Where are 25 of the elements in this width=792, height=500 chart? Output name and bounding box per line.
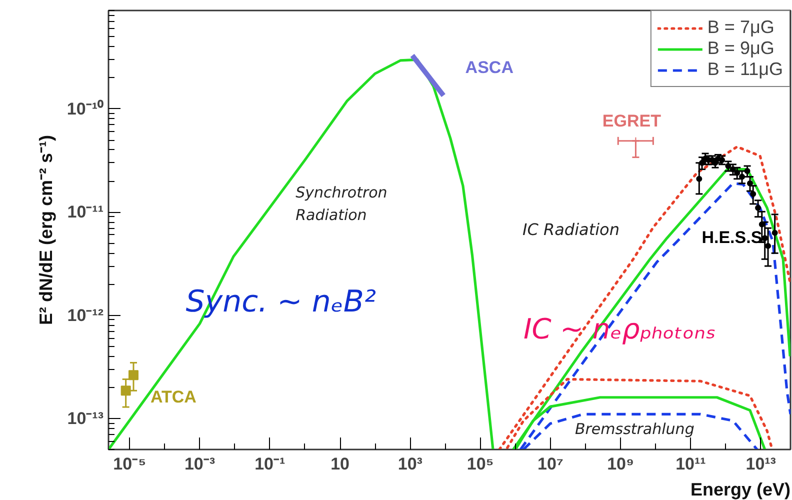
- y-axis-title: E² dN/dE (erg cm⁻² s⁻¹): [36, 134, 56, 326]
- y-tick-label: 10⁻¹⁰: [66, 99, 104, 118]
- annotation: IC Radiation: [522, 220, 620, 239]
- legend-label: B = 11μG: [707, 59, 783, 80]
- x-tick-label: 10¹³: [746, 454, 776, 474]
- x-tick-label: 10³: [398, 454, 423, 474]
- x-tick-label: 10¹¹: [676, 454, 706, 474]
- x-axis-title: Energy (eV): [690, 480, 791, 500]
- series-label: ASCA: [465, 58, 514, 77]
- x-tick-label: 10⁻³: [184, 454, 216, 474]
- x-tick-label: 10: [330, 454, 350, 474]
- series-label: EGRET: [602, 111, 662, 130]
- y-tick-label: 10⁻¹³: [67, 408, 104, 428]
- legend-label: B = 7μG: [707, 17, 774, 38]
- x-tick-label: 10⁻⁵: [113, 454, 146, 474]
- series-label: ATCA: [150, 388, 196, 407]
- x-tick-label: 10⁻¹: [254, 454, 286, 474]
- y-tick-label: 10⁻¹²: [67, 306, 104, 325]
- y-tick-label: 10⁻¹¹: [67, 202, 104, 222]
- legend-label: B = 9μG: [707, 38, 774, 59]
- annotation: Synchrotron Radiation: [296, 184, 388, 224]
- annotation: Bremsstrahlung: [574, 420, 694, 438]
- x-tick-label: 10⁷: [537, 454, 564, 474]
- x-tick-label: 10⁹: [607, 454, 634, 474]
- x-tick-label: 10⁵: [466, 454, 494, 474]
